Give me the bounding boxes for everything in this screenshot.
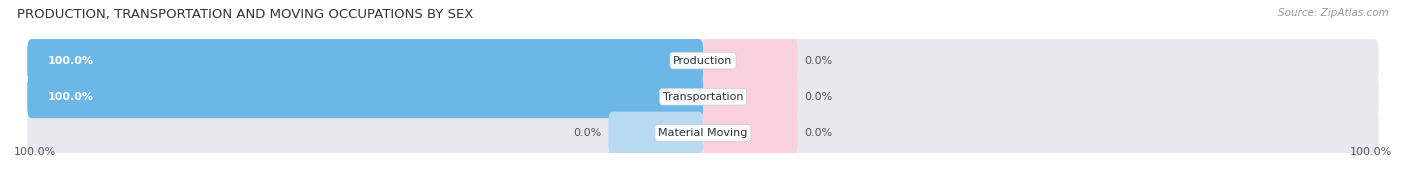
- Text: 0.0%: 0.0%: [804, 92, 832, 102]
- FancyBboxPatch shape: [28, 75, 1378, 118]
- Text: 0.0%: 0.0%: [804, 128, 832, 138]
- Text: Production: Production: [673, 56, 733, 66]
- Text: 100.0%: 100.0%: [48, 92, 94, 102]
- Text: 0.0%: 0.0%: [574, 128, 602, 138]
- FancyBboxPatch shape: [28, 112, 1378, 154]
- Text: Transportation: Transportation: [662, 92, 744, 102]
- FancyBboxPatch shape: [28, 39, 703, 82]
- Text: 0.0%: 0.0%: [804, 56, 832, 66]
- Text: 100.0%: 100.0%: [14, 147, 56, 157]
- FancyBboxPatch shape: [28, 112, 1378, 154]
- FancyBboxPatch shape: [609, 112, 703, 154]
- FancyBboxPatch shape: [703, 112, 797, 154]
- FancyBboxPatch shape: [28, 75, 703, 118]
- Text: Material Moving: Material Moving: [658, 128, 748, 138]
- FancyBboxPatch shape: [28, 39, 1378, 82]
- FancyBboxPatch shape: [28, 75, 703, 118]
- FancyBboxPatch shape: [28, 39, 1378, 82]
- FancyBboxPatch shape: [703, 39, 797, 82]
- FancyBboxPatch shape: [703, 75, 797, 118]
- Text: 100.0%: 100.0%: [1350, 147, 1392, 157]
- Text: 100.0%: 100.0%: [48, 56, 94, 66]
- FancyBboxPatch shape: [28, 39, 703, 82]
- Text: Source: ZipAtlas.com: Source: ZipAtlas.com: [1278, 8, 1389, 18]
- FancyBboxPatch shape: [28, 75, 1378, 118]
- Text: PRODUCTION, TRANSPORTATION AND MOVING OCCUPATIONS BY SEX: PRODUCTION, TRANSPORTATION AND MOVING OC…: [17, 8, 474, 21]
